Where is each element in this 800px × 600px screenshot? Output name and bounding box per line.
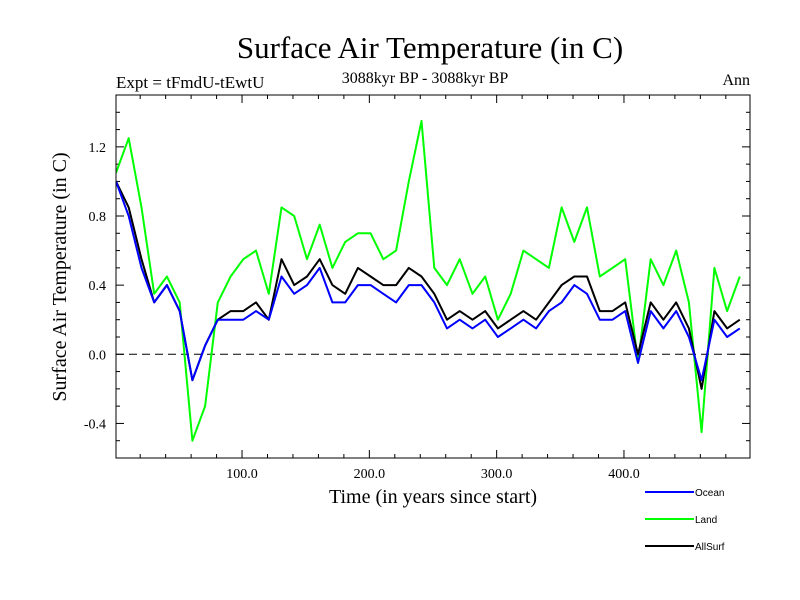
y-axis-label: Surface Air Temperature (in C) [49, 152, 71, 401]
x-tick-label: 100.0 [226, 467, 258, 482]
series-line-allsurf [116, 180, 741, 390]
x-tick-label: 400.0 [608, 467, 640, 482]
plot-series [116, 119, 741, 442]
plot-frame [115, 94, 751, 459]
legend: Ocean Land AllSurf [645, 488, 725, 553]
x-axis-label: Time (in years since start) [329, 486, 537, 508]
chart-title: Surface Air Temperature (in C) [237, 30, 623, 65]
series-line-land [116, 119, 741, 442]
x-tick-label: 200.0 [354, 467, 386, 482]
y-tick-label: -0.4 [84, 417, 106, 432]
experiment-label: Expt = tFmdU-tEwtU [116, 73, 264, 92]
y-tick-label: 0.4 [89, 279, 107, 294]
legend-label-ocean: Ocean [695, 488, 724, 499]
y-tick-label: 0.8 [89, 210, 107, 225]
axes-ticks [116, 94, 750, 458]
season-label: Ann [722, 72, 750, 89]
series-line-ocean [116, 181, 741, 382]
legend-label-land: Land [695, 515, 717, 526]
legend-label-allsurf: AllSurf [695, 542, 725, 553]
tick-labels: -0.4 0.0 0.4 0.8 1.2 100.0 200.0 300.0 400.0 [84, 141, 640, 482]
y-tick-label: 0.0 [89, 348, 107, 363]
y-tick-label: 1.2 [89, 141, 107, 156]
x-tick-label: 300.0 [481, 467, 513, 482]
chart-subtitle: 3088kyr BP - 3088kyr BP [342, 70, 509, 87]
